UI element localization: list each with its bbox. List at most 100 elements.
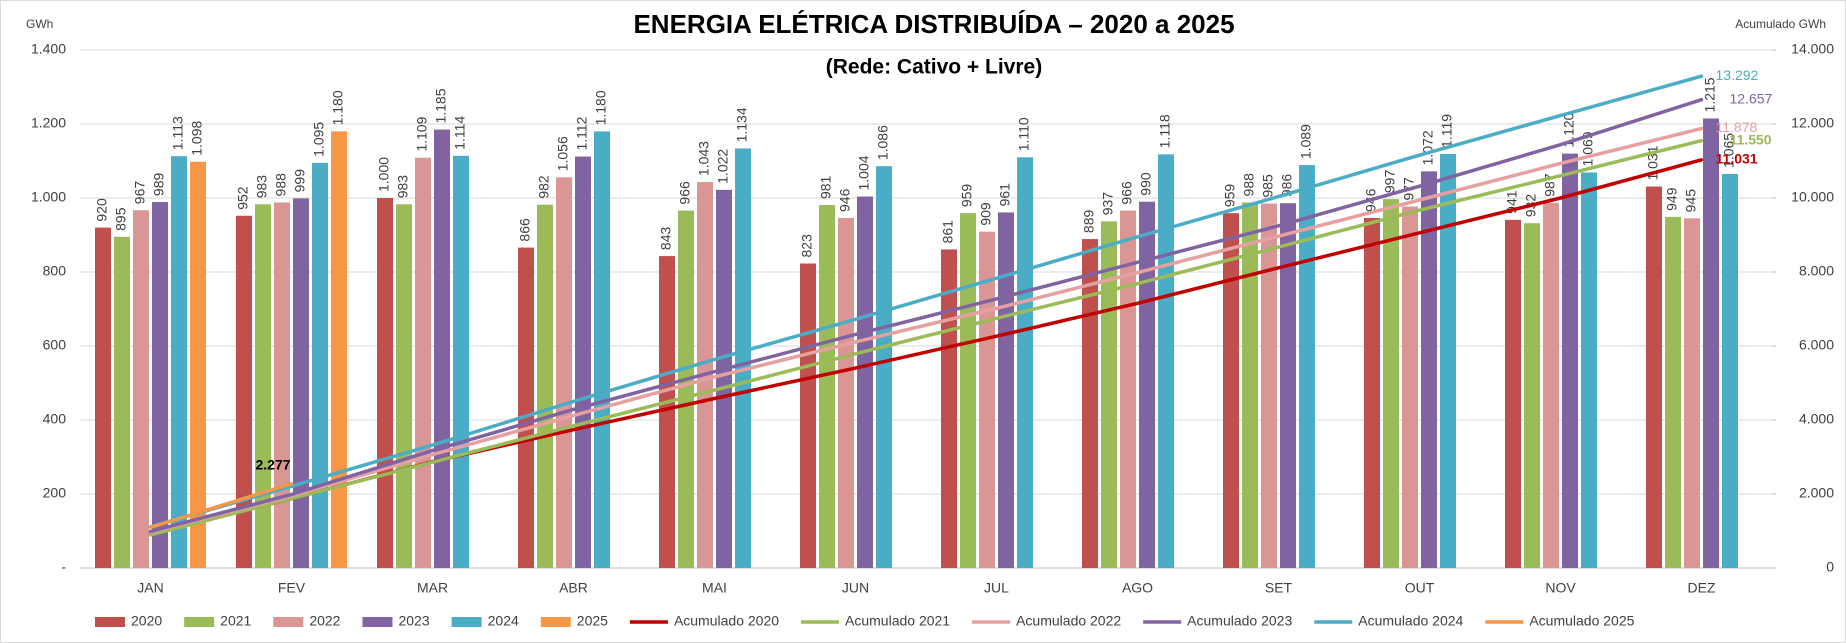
bar: [1280, 203, 1296, 568]
bar-value-label: 966: [677, 181, 693, 205]
x-tick-label: SET: [1265, 580, 1293, 596]
bar-value-label: 1.004: [856, 155, 872, 190]
bar-value-label: 1.089: [1298, 124, 1314, 159]
y-tick-label: -: [61, 559, 66, 575]
bar: [979, 231, 995, 569]
bar: [190, 161, 206, 569]
bar-value-label: 983: [254, 175, 270, 199]
x-tick-label: ABR: [559, 580, 588, 596]
y-axis-label: GWh: [26, 17, 53, 31]
x-tick-label: JUN: [842, 580, 869, 596]
bar-value-label: 1.095: [311, 122, 327, 157]
y2-tick-label: 10.000: [1791, 189, 1834, 205]
bar: [1665, 216, 1681, 568]
x-tick-label: MAR: [417, 580, 448, 596]
bar: [1139, 201, 1155, 568]
legend-label: 2020: [131, 613, 162, 629]
bar-value-label: 1.098: [189, 120, 205, 155]
bar-value-label: 1.215: [1702, 77, 1718, 112]
bar-value-label: 988: [273, 173, 289, 197]
bar: [1158, 154, 1174, 568]
bar: [556, 177, 572, 568]
legend-swatch: [273, 617, 304, 627]
bar-value-label: 961: [997, 183, 1013, 207]
bar-value-label: 983: [395, 175, 411, 199]
bar: [876, 166, 892, 568]
bar-value-label: 861: [940, 220, 956, 244]
bar: [998, 212, 1014, 568]
bar-value-label: 889: [1081, 209, 1097, 233]
bar-value-label: 1.000: [376, 157, 392, 192]
bar: [255, 204, 271, 569]
bar-value-label: 1.086: [875, 125, 891, 160]
legend-label: 2025: [577, 613, 608, 629]
x-tick-label: MAI: [702, 580, 727, 596]
legend-label: Acumulado 2023: [1187, 613, 1292, 629]
bar-value-label: 959: [1222, 184, 1238, 208]
y-tick-label: 600: [43, 337, 67, 353]
cumulative-line: [148, 138, 1704, 537]
x-tick-label: FEV: [278, 580, 306, 596]
legend-label: Acumulado 2022: [1016, 613, 1121, 629]
bar: [678, 210, 694, 568]
bar: [1684, 218, 1700, 568]
cumulative-line: [148, 482, 294, 530]
bar: [1543, 202, 1559, 568]
bar: [1421, 171, 1437, 569]
bar: [1562, 153, 1578, 568]
y-tick-label: 400: [43, 411, 67, 427]
bar-value-label: 1.180: [330, 90, 346, 125]
legend-swatch: [362, 617, 393, 627]
bar-value-label: 990: [1138, 172, 1154, 196]
x-tick-label: JAN: [137, 580, 163, 596]
cumulative-line: [148, 126, 1704, 534]
bar: [1440, 153, 1456, 568]
legend-label: Acumulado 2020: [674, 613, 779, 629]
bar: [1299, 165, 1315, 568]
bar: [716, 189, 732, 569]
chart-title: ENERGIA ELÉTRICA DISTRIBUÍDA – 2020 a 20…: [633, 9, 1234, 39]
bar: [575, 156, 591, 568]
legend-label: 2021: [220, 613, 251, 629]
bar: [171, 156, 187, 568]
bar: [152, 202, 168, 568]
bar-value-label: 981: [818, 175, 834, 199]
bar-value-label: 1.113: [170, 116, 186, 150]
bar: [293, 198, 309, 568]
bar-value-label: 1.185: [433, 88, 449, 123]
legend-label: 2023: [398, 613, 429, 629]
bar-value-label: 1.120: [1561, 112, 1577, 147]
x-tick-label: NOV: [1545, 580, 1576, 596]
bar: [1223, 213, 1239, 569]
legend-swatch: [540, 617, 571, 627]
bar: [518, 247, 534, 568]
bar-value-label: 946: [837, 188, 853, 212]
x-tick-label: JUL: [984, 580, 1009, 596]
bar-value-label: 1.114: [452, 116, 468, 150]
bar: [1017, 157, 1033, 569]
bar-value-label: 823: [799, 234, 815, 258]
line-value-label: 11.878: [1716, 119, 1758, 135]
bar-value-label: 945: [1683, 189, 1699, 213]
bar: [133, 210, 149, 568]
bar-value-label: 967: [132, 181, 148, 205]
bar: [941, 249, 957, 568]
y-tick-label: 800: [43, 263, 67, 279]
bar-value-label: 895: [113, 207, 129, 231]
bar-value-label: 920: [94, 198, 110, 222]
y2-tick-label: 8.000: [1799, 263, 1834, 279]
x-tick-label: AGO: [1122, 580, 1153, 596]
line-value-label: 12.657: [1730, 90, 1773, 106]
bar-value-label: 1.119: [1439, 114, 1455, 148]
legend-label: Acumulado 2024: [1358, 613, 1463, 629]
bar: [1364, 217, 1380, 569]
y-tick-label: 1.000: [31, 189, 66, 205]
bar-value-label: 1.022: [715, 149, 731, 184]
legend-label: Acumulado 2025: [1529, 613, 1634, 629]
line-value-label: 11.031: [1716, 151, 1758, 167]
bar: [838, 217, 854, 569]
bar-value-label: 843: [658, 227, 674, 251]
bar: [1261, 203, 1277, 569]
bar: [453, 155, 469, 568]
